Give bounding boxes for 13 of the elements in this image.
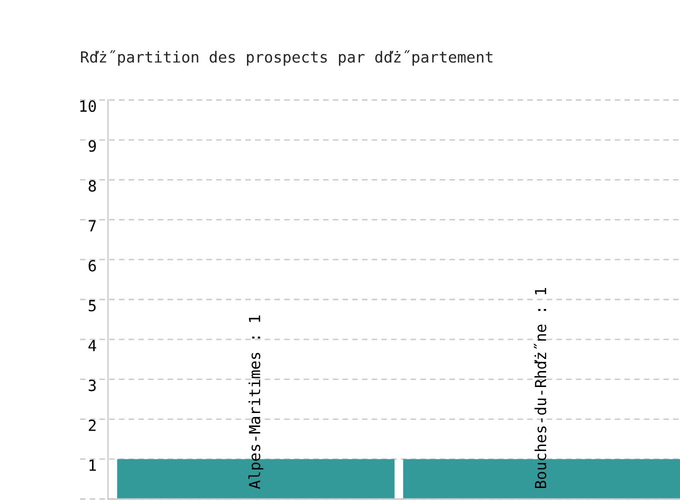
chart-title: Rďż˝partition des prospects par dďż˝partement [81, 50, 492, 66]
data-label: Bouches-du-Rhďż˝ne : 1 [534, 288, 546, 488]
data-label: Alpes-Maritimes : 1 [248, 316, 264, 489]
y-tick-label: 9 [88, 140, 96, 152]
y-tick-label: 8 [88, 180, 96, 192]
y-tick-label: 4 [88, 340, 96, 352]
y-tick-label: 2 [88, 420, 96, 431]
y-tick-label: 6 [88, 260, 96, 272]
y-tick-label: 3 [88, 380, 96, 392]
y-tick-label: 7 [88, 220, 96, 232]
y-tick-label: 5 [88, 300, 96, 312]
y-tick-label: 1 [90, 460, 96, 471]
y-tick-label: 10 [80, 100, 96, 112]
